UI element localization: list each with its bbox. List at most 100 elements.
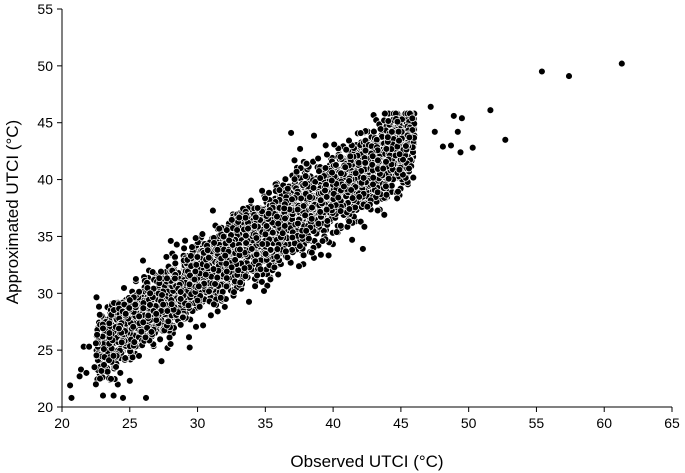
scatter-point (330, 140, 338, 149)
scatter-point (139, 256, 147, 265)
scatter-point (342, 145, 350, 154)
scatter-point (213, 273, 222, 282)
scatter-point (408, 114, 417, 123)
x-tick-label: 65 (664, 415, 680, 431)
scatter-point (99, 324, 107, 333)
scatter-point (274, 270, 282, 279)
scatter-point (96, 311, 104, 319)
scatter-point (409, 173, 418, 182)
scatter-point (139, 318, 147, 327)
scatter-point (299, 202, 308, 210)
scatter-point (399, 155, 407, 164)
y-tick-label: 40 (37, 172, 53, 188)
scatter-point (176, 295, 185, 303)
scatter-point (236, 278, 244, 287)
scatter-point (213, 307, 222, 316)
scatter-point (187, 252, 195, 260)
x-tick-label: 40 (325, 415, 341, 431)
scatter-point (261, 230, 270, 239)
scatter-point (431, 128, 439, 136)
scatter-point (147, 328, 156, 336)
scatter-point (191, 234, 200, 242)
scatter-point (167, 237, 175, 245)
scatter-point (299, 251, 308, 259)
scatter-point (66, 381, 74, 390)
scatter-point (210, 239, 218, 247)
scatter-point (302, 227, 310, 235)
scatter-point (336, 207, 345, 215)
scatter-point (82, 369, 91, 377)
scatter-point (75, 372, 84, 381)
scatter-point (260, 287, 268, 295)
scatter-point (132, 275, 140, 283)
scatter-point (92, 380, 100, 389)
scatter-point (384, 117, 393, 125)
scatter-point (199, 321, 207, 330)
scatter-point (185, 343, 194, 352)
scatter-point (368, 152, 377, 160)
scatter-point (180, 244, 188, 253)
scatter-point (306, 193, 314, 201)
scatter-point (373, 206, 382, 215)
scatter-point (135, 288, 143, 296)
scatter-point (486, 106, 495, 114)
scatter-point (92, 293, 101, 302)
scatter-point (105, 329, 114, 337)
scatter-point (283, 253, 292, 262)
scatter-point (159, 300, 167, 309)
scatter-point (105, 356, 113, 364)
scatter-point (346, 152, 355, 161)
scatter-point (139, 304, 148, 312)
scatter-point (618, 59, 626, 68)
scatter-point (253, 204, 262, 212)
scatter-point (408, 126, 417, 134)
scatter-point (384, 174, 393, 183)
scatter-point (273, 253, 281, 261)
scatter-point (286, 258, 295, 267)
scatter-point (288, 233, 297, 242)
scatter-point (141, 333, 150, 342)
scatter-point (307, 215, 316, 223)
scatter-point (308, 203, 316, 212)
scatter-point (121, 310, 130, 318)
scatter-point (157, 357, 166, 365)
scatter-point (337, 222, 345, 230)
scatter-point (290, 156, 299, 165)
scatter-point (292, 167, 301, 176)
scatter-point (280, 204, 288, 213)
x-tick-label: 60 (596, 415, 612, 431)
scatter-point (334, 193, 343, 202)
scatter-point (164, 317, 173, 326)
scatter-point (290, 175, 299, 183)
scatter-point (211, 280, 219, 288)
scatter-point (163, 307, 172, 315)
scatter-point (146, 301, 154, 309)
scatter-point (96, 374, 104, 383)
scatter-point (205, 287, 213, 296)
scatter-point (261, 250, 270, 258)
scatter-point (181, 236, 189, 245)
scatter-point (125, 304, 133, 312)
scatter-point (163, 274, 171, 283)
scatter-point (248, 245, 256, 253)
scatter-point (456, 148, 465, 157)
scatter-point (382, 158, 390, 166)
scatter-point (275, 186, 284, 194)
scatter-point (345, 217, 353, 226)
scatter-point (126, 296, 134, 304)
scatter-point (450, 112, 458, 120)
scatter-point (322, 193, 331, 201)
scatter-point (337, 169, 345, 178)
scatter-point (242, 231, 250, 240)
scatter-point (262, 222, 271, 230)
scatter-point (395, 150, 404, 158)
scatter-point (185, 333, 193, 341)
scatter-point (361, 146, 370, 155)
scatter-point (90, 363, 99, 371)
scatter-point (92, 351, 101, 360)
scatter-point (240, 264, 249, 272)
scatter-point (332, 228, 341, 236)
scatter-point (426, 103, 435, 111)
scatter-point (121, 354, 129, 362)
scatter-point (207, 311, 215, 320)
